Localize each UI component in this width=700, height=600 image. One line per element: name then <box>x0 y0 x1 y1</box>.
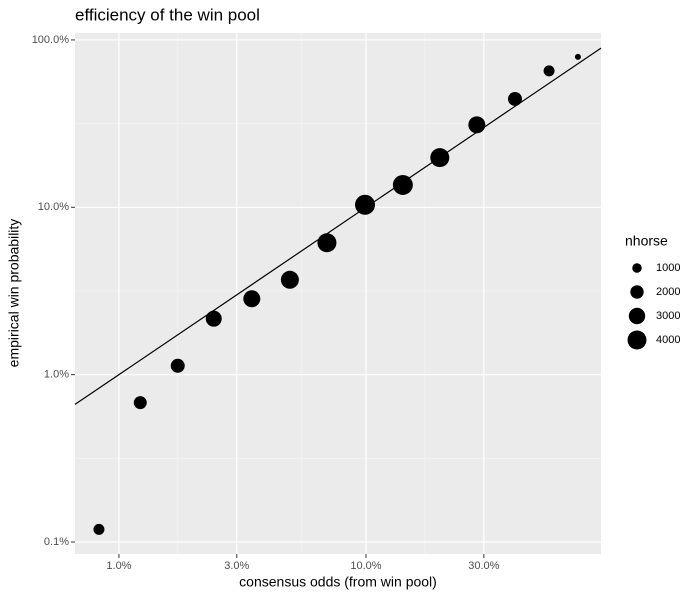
point <box>468 116 486 134</box>
x-tick-label: 1.0% <box>106 560 131 572</box>
legend-key <box>627 330 647 350</box>
legend-label: 3000 <box>656 310 680 322</box>
reference-line <box>74 47 602 405</box>
y-tick-label: 1.0% <box>44 369 69 381</box>
point <box>392 174 413 195</box>
y-tick-label: 10.0% <box>38 201 69 213</box>
legend-title: nhorse <box>625 233 668 249</box>
x-axis-title: consensus odds (from win pool) <box>239 574 437 590</box>
point <box>133 396 147 410</box>
x-tick-label: 3.0% <box>224 560 249 572</box>
point <box>170 358 185 373</box>
point <box>355 194 376 215</box>
point <box>317 233 337 253</box>
legend-label: 4000 <box>656 334 680 346</box>
point <box>243 290 261 308</box>
point <box>543 65 555 77</box>
x-tick-label: 10.0% <box>350 560 381 572</box>
grid <box>75 33 601 554</box>
plot-panel <box>75 33 601 554</box>
point <box>205 310 222 327</box>
y-tick-label: 0.1% <box>44 536 69 548</box>
marks <box>74 47 602 535</box>
point <box>430 148 450 168</box>
legend-label: 2000 <box>656 286 680 298</box>
y-axis-title: empirical win probability <box>6 219 22 368</box>
legend-key <box>630 285 644 299</box>
point <box>280 270 299 289</box>
y-tick-label: 100.0% <box>32 34 70 46</box>
point <box>574 53 581 60</box>
legend-key <box>628 307 646 325</box>
chart-title: efficiency of the win pool <box>75 5 260 24</box>
legend-label: 1000 <box>656 262 680 274</box>
x-tick-label: 30.0% <box>468 560 499 572</box>
point <box>507 91 522 106</box>
legend-key <box>632 263 642 273</box>
point <box>93 523 105 535</box>
